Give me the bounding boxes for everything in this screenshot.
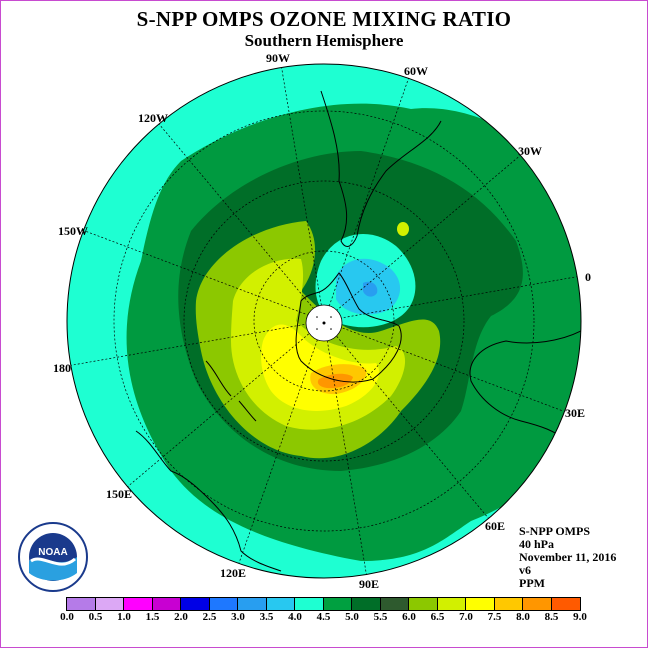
page-title: S-NPP OMPS OZONE MIXING RATIO xyxy=(136,7,512,31)
lon-label-180: 180 xyxy=(53,361,71,375)
info-level: 40 hPa xyxy=(519,537,555,551)
lon-label-150e: 150E xyxy=(106,487,133,501)
legend-swatch xyxy=(181,598,210,610)
legend-swatch xyxy=(523,598,552,610)
legend-tick-label: 3.0 xyxy=(231,611,245,623)
info-version: v6 xyxy=(519,563,531,577)
lon-label-120e: 120E xyxy=(220,566,247,580)
legend-swatch xyxy=(551,598,580,610)
lon-label-90e: 90E xyxy=(359,577,380,591)
legend-tick-label: 8.5 xyxy=(544,611,559,623)
info-units: PPM xyxy=(519,576,545,590)
legend-tick-label: 6.0 xyxy=(402,611,416,623)
info-block: S-NPP OMPS 40 hPa November 11, 2016 v6 P… xyxy=(519,525,616,590)
lon-label-60w: 60W xyxy=(404,64,428,78)
legend-tick-label: 7.5 xyxy=(487,611,502,623)
legend-swatch xyxy=(266,598,295,610)
legend-tick-label: 3.5 xyxy=(259,611,274,623)
lon-label-60e: 60E xyxy=(485,519,506,533)
legend-tick-label: 2.0 xyxy=(174,611,188,623)
australia-coast xyxy=(135,430,282,572)
legend-swatch xyxy=(352,598,381,610)
legend-tick-label: 1.0 xyxy=(117,611,131,623)
low-core xyxy=(363,281,378,297)
color-legend xyxy=(66,597,581,611)
legend-tick-label: 4.5 xyxy=(316,611,331,623)
lon-label-120w: 120W xyxy=(138,111,168,125)
south-america-coast xyxy=(320,90,442,247)
legend-swatch xyxy=(466,598,495,610)
legend-tick-label: 6.5 xyxy=(430,611,445,623)
legend-swatch xyxy=(238,598,267,610)
legend-swatch xyxy=(295,598,324,610)
legend-swatch xyxy=(152,598,181,610)
legend-tick-label: 9.0 xyxy=(573,611,587,623)
lon-label-90w: 90W xyxy=(266,51,290,65)
legend-tick-label: 5.0 xyxy=(345,611,359,623)
legend-swatch xyxy=(67,598,96,610)
page-subtitle: Southern Hemisphere xyxy=(244,31,404,50)
legend-swatch xyxy=(209,598,238,610)
lon-label-150w: 150W xyxy=(58,224,88,238)
legend-tick-label: 4.0 xyxy=(288,611,302,623)
legend-swatch xyxy=(323,598,352,610)
legend-swatch xyxy=(95,598,124,610)
info-instrument: S-NPP OMPS xyxy=(519,524,590,538)
noaa-logo: NOAA xyxy=(18,522,88,592)
legend-swatch xyxy=(437,598,466,610)
legend-swatch xyxy=(124,598,153,610)
legend-tick-label: 8.0 xyxy=(516,611,530,623)
africa-coast xyxy=(469,330,581,442)
patch-30w xyxy=(397,222,409,236)
svg-text:NOAA: NOAA xyxy=(38,547,67,558)
legend-swatch xyxy=(494,598,523,610)
legend-tick-label: 0.0 xyxy=(60,611,74,623)
legend-swatch xyxy=(380,598,409,610)
lon-label-30w: 30W xyxy=(518,144,542,158)
legend-swatch xyxy=(409,598,438,610)
lon-label-30e: 30E xyxy=(565,406,586,420)
info-date: November 11, 2016 xyxy=(519,550,617,564)
legend-tick-label: 2.5 xyxy=(202,611,217,623)
antarctica-coast xyxy=(295,272,402,383)
legend-tick-label: 7.0 xyxy=(459,611,473,623)
lon-label-0: 0 xyxy=(585,270,591,284)
legend-tick-label: 5.5 xyxy=(373,611,388,623)
new-zealand-coast xyxy=(205,360,257,422)
legend-tick-label: 1.5 xyxy=(145,611,160,623)
legend-tick-label: 0.5 xyxy=(88,611,103,623)
